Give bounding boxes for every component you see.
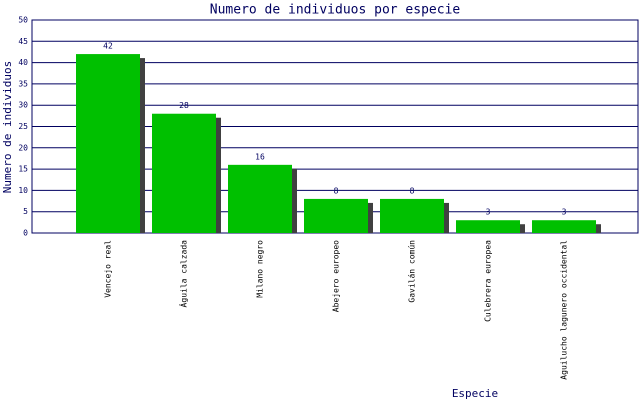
x-tick-label: Vencejo real	[104, 240, 113, 298]
y-tick-label: 0	[23, 229, 28, 238]
data-label: 28	[179, 101, 189, 110]
bar	[76, 54, 140, 233]
x-tick-label: Abejero europeo	[332, 240, 341, 312]
y-tick-label: 25	[18, 122, 28, 131]
y-axis-label: Numero de individuos	[1, 61, 14, 193]
y-tick-label: 15	[18, 165, 28, 174]
y-tick-label: 35	[18, 79, 28, 88]
bar	[380, 198, 444, 233]
y-tick-label: 30	[18, 101, 28, 110]
bar	[304, 198, 368, 233]
x-tick-label: Gavilán común	[408, 240, 417, 303]
data-label: 3	[486, 208, 491, 217]
y-tick-label: 10	[18, 186, 28, 195]
data-label: 3	[562, 208, 567, 217]
data-label: 8	[334, 186, 339, 195]
x-tick-label: Culebrera europea	[484, 240, 493, 322]
y-tick-label: 50	[18, 16, 28, 25]
y-tick-label: 5	[23, 207, 28, 216]
bar	[228, 164, 292, 233]
x-tick-label: Aguilucho lagunero occidental	[560, 240, 569, 380]
bar	[456, 220, 520, 233]
data-label: 8	[410, 186, 415, 195]
chart-title: Numero de individuos por especie	[210, 3, 461, 18]
x-tick-label: Águila calzada	[178, 240, 189, 308]
y-tick-label: 45	[18, 37, 28, 46]
data-label: 42	[103, 42, 113, 51]
y-tick-label: 20	[18, 143, 28, 152]
x-axis-label: Especie	[452, 387, 498, 400]
data-label: 16	[255, 152, 265, 161]
y-tick-label: 40	[18, 58, 28, 67]
bar	[152, 113, 216, 233]
bar	[532, 220, 596, 233]
x-tick-label: Milano negro	[256, 240, 265, 298]
